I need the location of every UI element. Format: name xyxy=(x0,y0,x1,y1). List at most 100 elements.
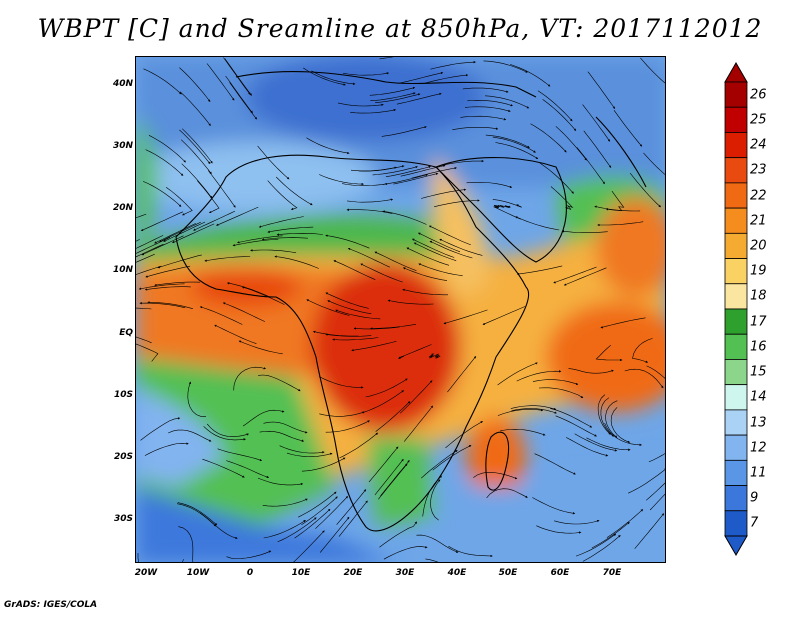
streamline xyxy=(597,221,644,227)
streamline xyxy=(640,57,665,84)
streamline xyxy=(370,324,417,330)
streamline xyxy=(154,281,201,287)
streamline xyxy=(550,408,593,428)
streamline xyxy=(207,170,236,208)
streamline xyxy=(643,152,665,175)
colorbar-swatch xyxy=(724,81,748,108)
streamline xyxy=(429,240,473,259)
streamline xyxy=(365,378,408,398)
streamline xyxy=(168,429,212,442)
lat-label: 30N xyxy=(112,141,133,151)
colorbar-tick-label: 21 xyxy=(750,213,767,229)
streamline xyxy=(333,260,376,280)
streamline xyxy=(381,126,427,137)
streamline xyxy=(434,199,480,208)
streamline xyxy=(325,234,370,249)
colorbar-swatch xyxy=(724,434,748,461)
lat-label: EQ xyxy=(119,328,133,338)
south-atlantic-green xyxy=(136,357,336,527)
streamline xyxy=(342,182,389,186)
colorbar-swatch xyxy=(724,283,748,310)
colorbar-bottom-arrow xyxy=(724,535,748,556)
map-title: WBPT [C] and Sreamline at 850hPa, VT: 20… xyxy=(37,14,763,43)
west-africa-hot xyxy=(191,267,301,307)
streamline xyxy=(586,437,631,451)
lat-label: 20S xyxy=(113,452,133,462)
streamline xyxy=(163,221,206,242)
streamline xyxy=(492,136,536,153)
streamline xyxy=(448,545,493,558)
lat-label: 10N xyxy=(112,265,133,275)
streamline xyxy=(138,283,185,290)
map-panel xyxy=(135,56,666,563)
streamline xyxy=(374,251,417,271)
streamline xyxy=(325,333,372,337)
streamline xyxy=(445,421,484,449)
madagascar-outline xyxy=(485,431,510,491)
lon-label: 0 xyxy=(246,568,254,578)
streamline xyxy=(311,70,356,85)
colorbar-tick-label: 19 xyxy=(750,263,767,279)
colorbar-tick-label: 13 xyxy=(750,415,767,430)
streamline xyxy=(325,292,369,309)
colorbar-swatch xyxy=(724,232,748,259)
lon-label: 20E xyxy=(343,568,363,578)
lat-label: 20N xyxy=(112,203,133,213)
streamline xyxy=(467,99,513,107)
streamline xyxy=(399,380,433,414)
streamline xyxy=(181,128,213,164)
streamline xyxy=(263,421,308,434)
streamline xyxy=(532,379,579,385)
streamline xyxy=(411,167,457,179)
streamline xyxy=(353,326,400,330)
streamline xyxy=(181,163,213,199)
streamline xyxy=(238,340,283,355)
streamline xyxy=(515,216,560,231)
streamline xyxy=(604,422,642,447)
streamline xyxy=(492,199,522,208)
streamline xyxy=(538,387,584,399)
streamline xyxy=(398,71,444,84)
streamline xyxy=(462,87,509,93)
colorbar-swatch xyxy=(724,207,748,234)
streamline xyxy=(542,99,577,132)
streamline xyxy=(646,365,665,379)
colorbar-top-arrow xyxy=(724,62,748,83)
streamline xyxy=(136,343,159,362)
streamline xyxy=(136,235,164,249)
streamline xyxy=(555,126,587,161)
streamline xyxy=(224,58,252,96)
streamline xyxy=(165,186,193,216)
streamline xyxy=(646,482,665,501)
streamline xyxy=(144,286,191,291)
streamline xyxy=(274,255,319,269)
streamline xyxy=(202,458,245,478)
streamline xyxy=(594,205,641,212)
streamline xyxy=(346,208,393,214)
streamline xyxy=(417,232,461,253)
streamline xyxy=(363,390,405,413)
lon-label: 70E xyxy=(602,568,622,578)
streamline xyxy=(634,513,665,549)
streamline xyxy=(343,72,390,76)
streamline xyxy=(430,479,441,521)
streamline xyxy=(375,93,421,103)
colorbar-tick-label: 12 xyxy=(750,440,767,456)
colorbar xyxy=(724,62,748,556)
africa-outline xyxy=(175,154,530,532)
streamline xyxy=(628,468,665,494)
streamline xyxy=(413,242,457,261)
streamline xyxy=(187,381,206,417)
streamline xyxy=(337,102,384,107)
streamline xyxy=(267,226,314,233)
arabia-outline xyxy=(435,157,567,263)
streamline xyxy=(233,366,267,391)
streamline xyxy=(258,374,301,392)
streamline xyxy=(258,216,304,228)
streamline xyxy=(452,127,499,130)
colorbar-swatch xyxy=(724,510,748,537)
streamline xyxy=(369,86,416,96)
streamline xyxy=(385,165,431,177)
streamline xyxy=(430,60,476,70)
streamline xyxy=(347,247,390,268)
